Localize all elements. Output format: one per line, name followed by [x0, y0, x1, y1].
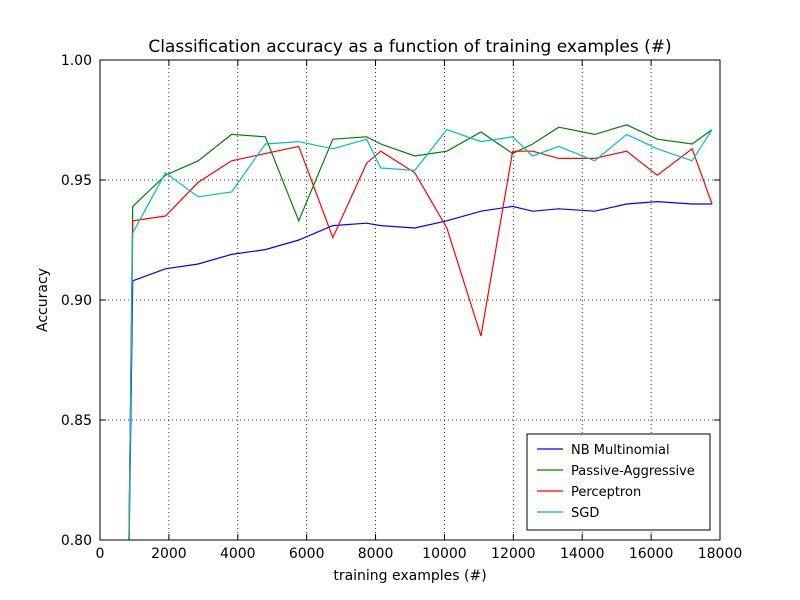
plot-area	[128, 124, 713, 540]
x-tick-label: 6000	[289, 546, 325, 562]
legend	[526, 433, 711, 531]
y-tick-label: 0.80	[61, 533, 92, 549]
x-tick-label: 8000	[358, 546, 394, 562]
x-tick-label: 2000	[151, 546, 187, 562]
y-tick-label: 0.85	[61, 413, 92, 429]
y-tick-label: 1.00	[61, 53, 92, 69]
legend-label: Perceptron	[571, 485, 641, 500]
x-tick-label: 14000	[560, 546, 605, 562]
x-tick-label: 12000	[491, 546, 536, 562]
chart-title: Classification accuracy as a function of…	[148, 37, 671, 57]
y-tick-label: 0.90	[61, 293, 92, 309]
legend-label: SGD	[571, 506, 599, 521]
x-tick-label: 0	[96, 546, 105, 562]
x-tick-label: 10000	[422, 546, 467, 562]
x-tick-label: 16000	[629, 546, 674, 562]
series-line	[128, 124, 713, 540]
legend-label: Passive-Aggressive	[571, 464, 695, 479]
series-line	[128, 128, 713, 540]
axes-frame	[99, 59, 721, 541]
x-tick-label: 18000	[698, 546, 743, 562]
legend-label: NB Multinomial	[571, 443, 670, 458]
y-tick-label: 0.95	[61, 173, 92, 189]
x-tick-label: 4000	[220, 546, 256, 562]
y-axis-label: Accuracy	[35, 268, 51, 332]
x-axis-label: training examples (#)	[333, 568, 486, 584]
series-line	[128, 200, 713, 540]
series-line	[128, 145, 713, 540]
